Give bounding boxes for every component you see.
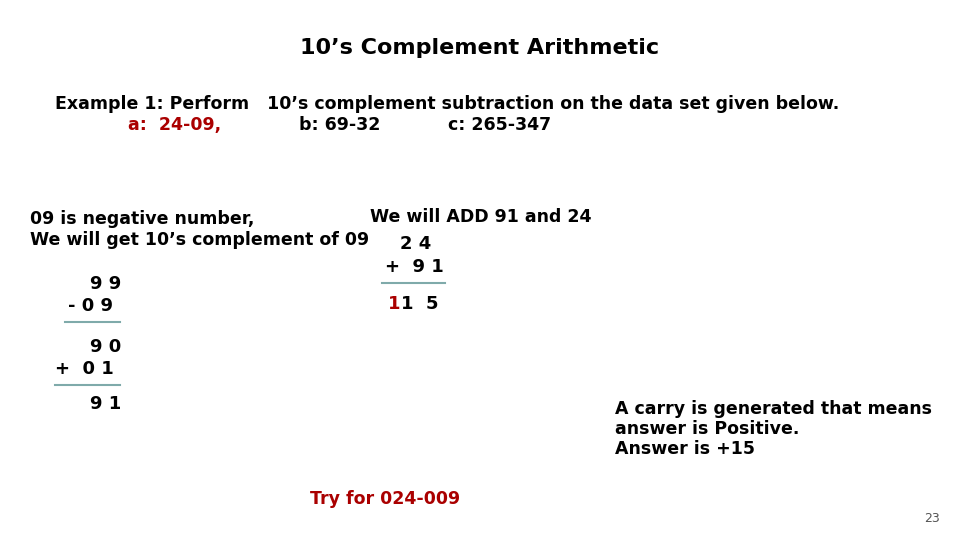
Text: We will ADD 91 and 24: We will ADD 91 and 24 bbox=[370, 208, 591, 226]
Text: 09 is negative number,: 09 is negative number, bbox=[30, 210, 254, 228]
Text: Try for 024-009: Try for 024-009 bbox=[310, 490, 460, 508]
Text: 9 9: 9 9 bbox=[90, 275, 121, 293]
Text: Answer is +15: Answer is +15 bbox=[615, 440, 755, 458]
Text: 9 1: 9 1 bbox=[90, 395, 121, 413]
Text: 2 4: 2 4 bbox=[400, 235, 431, 253]
Text: Example 1: Perform   10’s complement subtraction on the data set given below.: Example 1: Perform 10’s complement subtr… bbox=[55, 95, 839, 113]
Text: We will get 10’s complement of 09: We will get 10’s complement of 09 bbox=[30, 231, 370, 249]
Text: a:  24-09,: a: 24-09, bbox=[129, 116, 222, 134]
Text: 9 0: 9 0 bbox=[90, 338, 121, 356]
Text: c: 265-347: c: 265-347 bbox=[448, 116, 552, 134]
Text: 23: 23 bbox=[924, 512, 940, 525]
Text: answer is Positive.: answer is Positive. bbox=[615, 420, 800, 438]
Text: - 0 9: - 0 9 bbox=[68, 297, 113, 315]
Text: b: 69-32: b: 69-32 bbox=[300, 116, 381, 134]
Text: A carry is generated that means: A carry is generated that means bbox=[615, 400, 932, 418]
Text: 10’s Complement Arithmetic: 10’s Complement Arithmetic bbox=[300, 38, 660, 58]
Text: 1  5: 1 5 bbox=[401, 295, 439, 313]
Text: +  9 1: + 9 1 bbox=[385, 258, 444, 276]
Text: 1: 1 bbox=[388, 295, 400, 313]
Text: +  0 1: + 0 1 bbox=[55, 360, 113, 378]
